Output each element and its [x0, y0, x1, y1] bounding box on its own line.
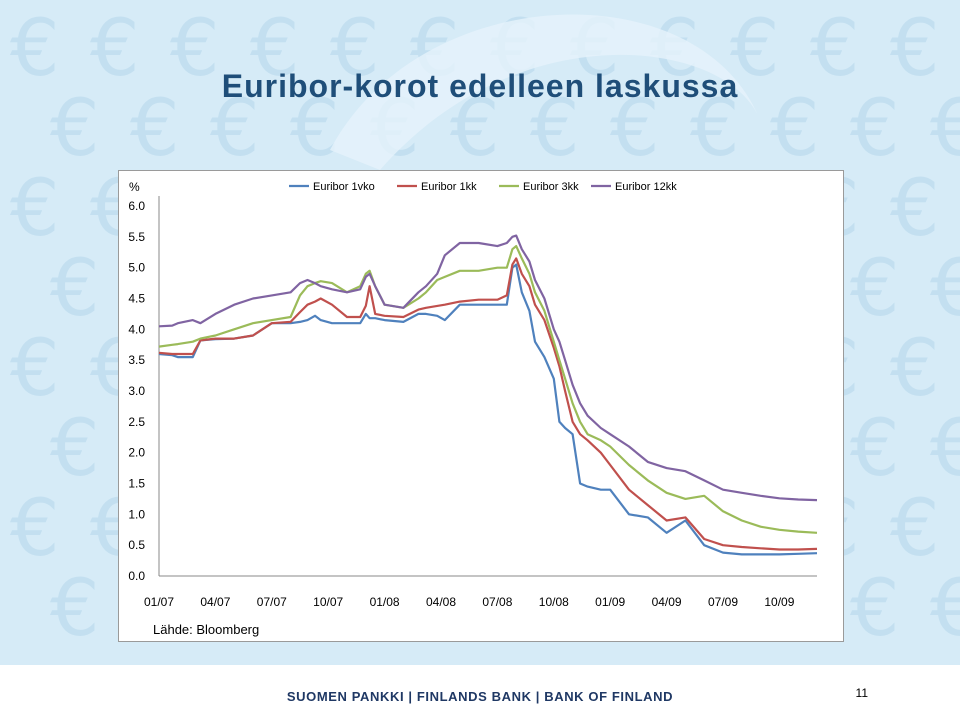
legend-label: Euribor 1vko [313, 181, 375, 193]
x-tick-label: 07/09 [708, 595, 738, 609]
y-tick-label: 3.0 [128, 384, 145, 398]
decorative-swoosh [330, 14, 760, 170]
euro-icon: € [90, 4, 140, 94]
y-tick-label: 4.5 [128, 292, 145, 306]
chart-panel: % 6.0 5.5 5.0 4.5 4.0 3.5 3.0 2.5 2.0 1.5 1.0 0.5 0.0… [118, 170, 844, 642]
euro-icon: € [930, 84, 960, 174]
x-tick-label: 10/07 [313, 595, 343, 609]
x-tick-label: 04/08 [426, 595, 456, 609]
euro-icon: € [290, 84, 340, 174]
euro-icon: € [50, 244, 100, 334]
y-tick-label: 0.5 [128, 538, 145, 552]
euro-icon: € [890, 484, 940, 574]
legend-label: Euribor 3kk [523, 181, 579, 193]
euro-icon: € [330, 4, 380, 94]
y-axis-label: % [129, 180, 140, 194]
euro-icon: € [50, 404, 100, 494]
euro-icon: € [850, 404, 900, 494]
euro-icon: € [850, 564, 900, 654]
x-tick-label: 04/07 [200, 595, 230, 609]
y-tick-label: 1.0 [128, 507, 145, 521]
x-tick-label: 07/07 [257, 595, 287, 609]
euro-icon: € [50, 564, 100, 654]
x-tick-label: 10/09 [764, 595, 794, 609]
y-tick-label: 6.0 [128, 199, 145, 213]
euro-icon: € [930, 564, 960, 654]
euro-icon: € [530, 84, 580, 174]
y-tick-label: 3.5 [128, 353, 145, 367]
footer-bar: SUOMEN PANKKI | FINLANDS BANK | BANK OF … [0, 665, 960, 707]
euro-icon: € [730, 4, 780, 94]
euro-icon: € [930, 404, 960, 494]
x-tick-label: 10/08 [539, 595, 569, 609]
y-tick-label: 4.0 [128, 322, 145, 336]
x-tick-label: 01/09 [595, 595, 625, 609]
legend-label: Euribor 1kk [421, 181, 477, 193]
euro-icon: € [170, 4, 220, 94]
euro-icon: € [890, 4, 940, 94]
y-tick-label: 2.0 [128, 446, 145, 460]
euro-icon: € [690, 84, 740, 174]
euro-icon: € [810, 4, 860, 94]
x-tick-label: 07/08 [482, 595, 512, 609]
series-line-euribor-12kk [158, 234, 818, 502]
euro-icon: € [770, 84, 820, 174]
legend-label: Euribor 12kk [615, 181, 677, 193]
euro-icon: € [930, 244, 960, 334]
y-tick-label: 2.5 [128, 415, 145, 429]
y-tick-label: 5.0 [128, 261, 145, 275]
source-note: Lähde: Bloomberg [153, 622, 259, 637]
slide-title: Euribor-korot edelleen laskussa [221, 68, 739, 104]
euro-icon: € [10, 4, 60, 94]
euro-icon: € [610, 84, 660, 174]
euro-icon: € [50, 84, 100, 174]
euro-icon: € [850, 84, 900, 174]
x-tick-label: 04/09 [652, 595, 682, 609]
y-tick-label: 5.5 [128, 230, 145, 244]
euro-icon: € [10, 324, 60, 414]
line-chart: % 6.0 5.5 5.0 4.5 4.0 3.5 3.0 2.5 2.0 1.5 1.0 0.5 0.0… [128, 180, 818, 637]
x-tick-label: 01/08 [370, 595, 400, 609]
footer-text: SUOMEN PANKKI | FINLANDS BANK | BANK OF … [286, 689, 674, 704]
euro-icon: € [210, 84, 260, 174]
euro-icon: € [850, 244, 900, 334]
series-line-euribor-1vko [158, 263, 818, 556]
page-number: 11 [855, 686, 868, 700]
euro-icon: € [890, 164, 940, 254]
y-tick-label: 1.5 [128, 477, 145, 491]
euro-icon: € [130, 84, 180, 174]
series-line-euribor-1kk [158, 257, 818, 551]
euro-icon: € [250, 4, 300, 94]
x-tick-label: 01/07 [144, 595, 174, 609]
y-tick-label: 0.0 [128, 569, 145, 583]
euro-icon: € [10, 484, 60, 574]
euro-icon: € [10, 164, 60, 254]
series-line-euribor-3kk [158, 245, 818, 534]
euro-icon: € [890, 324, 940, 414]
